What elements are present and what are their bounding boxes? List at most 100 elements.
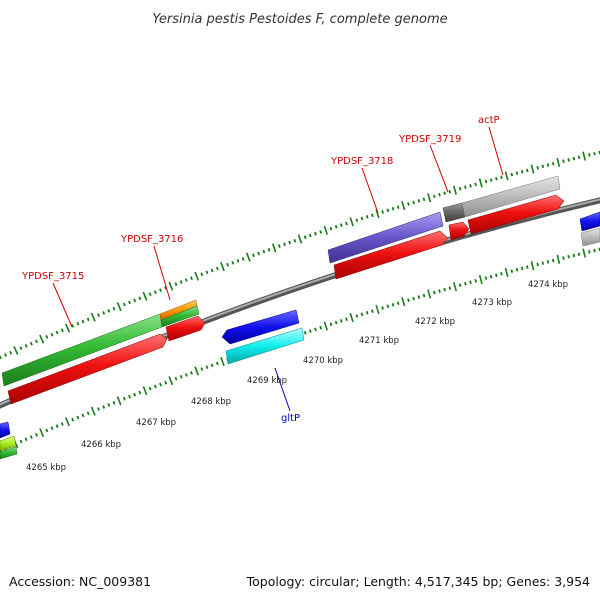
tick-mark <box>526 265 529 269</box>
tick-mark <box>293 238 297 243</box>
cds-ypdsf-3719[interactable] <box>448 221 470 241</box>
tick-mark <box>319 230 323 234</box>
tick-mark <box>102 405 106 409</box>
tick-mark <box>215 266 219 271</box>
cds-ypdsf-3715[interactable] <box>7 333 168 405</box>
gene-gltp[interactable] <box>225 327 305 365</box>
tick-mark <box>190 371 193 375</box>
tick-mark <box>469 280 472 285</box>
gene-ypdsf-3716-green[interactable] <box>160 305 200 328</box>
tick-mark <box>24 437 28 442</box>
tick-mark <box>86 411 90 416</box>
tick-mark <box>422 293 426 298</box>
tick-mark <box>45 428 49 433</box>
tick-mark <box>546 163 550 167</box>
tick-mark <box>76 321 80 326</box>
kbp-label: 4274 kbp <box>528 280 568 290</box>
tick-mark <box>262 249 266 254</box>
tick-mark <box>128 394 131 399</box>
gene-offscreen-green-left[interactable] <box>0 446 18 460</box>
tick-mark <box>71 417 75 422</box>
tick-mark <box>205 270 209 275</box>
gene-ypdsf-3719[interactable] <box>442 202 466 223</box>
tick-mark <box>407 298 410 302</box>
tick-mark <box>102 311 106 315</box>
tick-mark <box>142 386 148 396</box>
tick-mark <box>215 361 219 366</box>
tick-mark <box>50 426 54 431</box>
tick-mark <box>231 260 235 265</box>
cds-ypdsf-3716[interactable] <box>165 315 206 342</box>
tick-mark <box>593 248 596 253</box>
tick-mark <box>495 273 498 278</box>
tick-mark <box>184 373 188 377</box>
tick-mark <box>515 267 519 272</box>
tick-mark <box>453 185 457 195</box>
label-ypdsf-3719: YPDSF_3719 <box>398 134 461 145</box>
tick-mark <box>360 312 364 317</box>
tick-mark <box>323 225 329 235</box>
gene-actp[interactable] <box>461 175 561 218</box>
kbp-label: 4267 kbp <box>136 418 176 428</box>
tick-mark <box>401 201 406 211</box>
cds-actp[interactable] <box>467 194 565 235</box>
label-ypdsf-3718: YPDSF_3718 <box>330 156 393 167</box>
tick-mark <box>577 155 581 160</box>
tick-mark <box>71 324 75 328</box>
kbp-axis-labels: 4265 kbp 4266 kbp 4267 kbp 4268 kbp 4269… <box>26 280 568 473</box>
tick-mark <box>588 153 591 157</box>
tick-mark <box>371 309 374 313</box>
tick-mark <box>433 194 436 199</box>
tick-mark <box>64 323 71 333</box>
tick-mark <box>536 165 539 170</box>
connector-ypdsf-3719 <box>429 144 449 193</box>
tick-mark <box>314 327 317 332</box>
tick-mark <box>148 292 152 297</box>
tick-mark <box>174 376 178 381</box>
tick-mark <box>588 250 591 254</box>
tick-mark <box>277 244 281 249</box>
tick-mark <box>271 243 277 253</box>
tick-mark <box>122 396 126 401</box>
tick-mark <box>536 262 539 267</box>
tick-mark <box>184 278 188 282</box>
cds-gltp[interactable] <box>221 309 300 345</box>
tick-mark <box>339 319 343 323</box>
cds-ypdsf-3718[interactable] <box>333 230 449 280</box>
tick-mark <box>334 225 338 229</box>
gene-offscreen-yg-left[interactable] <box>0 435 17 452</box>
tick-mark <box>417 199 421 203</box>
tick-mark <box>582 151 586 161</box>
tick-mark <box>489 274 493 279</box>
tick-mark <box>562 159 565 163</box>
tick-mark <box>19 439 23 444</box>
tick-mark <box>168 281 174 291</box>
tick-mark <box>391 303 395 307</box>
tick-mark <box>365 215 369 219</box>
tick-mark <box>438 192 441 197</box>
kbp-label: 4273 kbp <box>472 298 512 308</box>
tick-mark <box>515 171 519 175</box>
genome-summary-text: Topology: circular; Length: 4,517,345 bp… <box>246 574 590 589</box>
connector-gltp <box>274 367 291 412</box>
cds-offscreen-gray-right[interactable] <box>580 227 600 247</box>
tick-mark <box>128 300 131 305</box>
gene-offscreen-blue-left[interactable] <box>0 421 11 439</box>
tick-mark <box>142 291 148 301</box>
tick-mark <box>308 329 312 333</box>
tick-mark <box>504 267 509 278</box>
tick-mark <box>577 252 581 257</box>
tick-mark <box>194 271 200 281</box>
tick-mark <box>464 185 467 190</box>
tick-mark <box>220 357 225 367</box>
tick-mark <box>90 406 96 416</box>
kbp-label: 4271 kbp <box>359 336 399 346</box>
tick-mark <box>45 335 49 339</box>
tick-mark <box>464 281 467 286</box>
tick-mark <box>148 386 152 391</box>
gene-offscreen-blue-right[interactable] <box>579 211 600 232</box>
gene-ypdsf-3718[interactable] <box>327 211 444 264</box>
kbp-label: 4266 kbp <box>81 440 121 450</box>
connector-actp <box>488 126 504 176</box>
tick-mark <box>122 302 126 307</box>
